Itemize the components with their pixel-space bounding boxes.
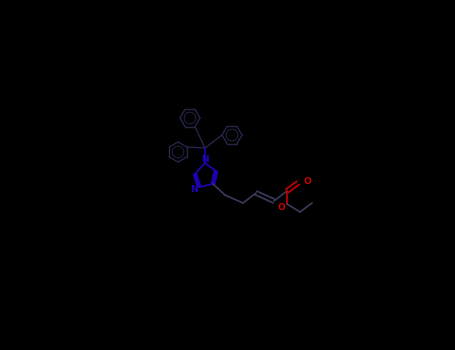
Text: N: N <box>190 184 198 194</box>
Text: N: N <box>201 154 209 163</box>
Text: O: O <box>277 203 285 211</box>
Text: O: O <box>303 176 311 186</box>
